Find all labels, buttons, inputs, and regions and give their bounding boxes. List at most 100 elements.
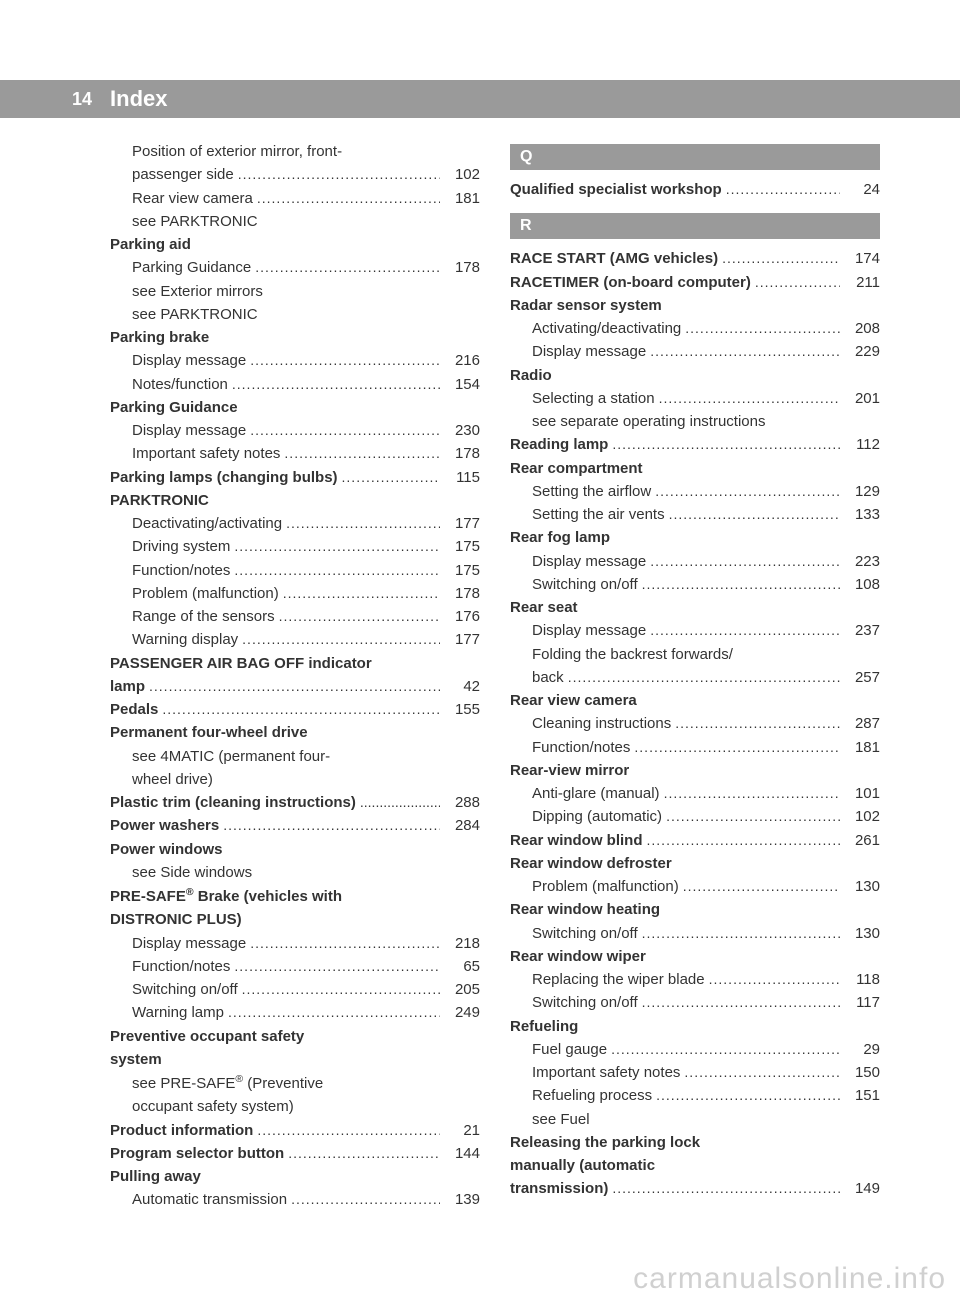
index-entry: Setting the airflow129	[510, 480, 880, 503]
entry-label: Notes/function	[132, 373, 228, 396]
index-entry: passenger side102	[110, 163, 480, 186]
entry-label: transmission)	[510, 1177, 608, 1200]
entry-page: 29	[840, 1038, 880, 1061]
index-entry: Refueling	[510, 1015, 880, 1038]
leader-dots	[608, 1177, 840, 1200]
entry-label: Function/notes	[532, 736, 630, 759]
entry-label: Display message	[132, 932, 246, 955]
entry-label: Power windows	[110, 838, 223, 861]
spacer	[201, 1165, 480, 1188]
entry-label: Folding the backrest forwards/	[532, 643, 733, 666]
index-column-left: Position of exterior mirror, front-passe…	[110, 140, 480, 1212]
entry-label: back	[532, 666, 564, 689]
entry-page: 208	[840, 317, 880, 340]
spacer	[258, 303, 480, 326]
index-entry: Position of exterior mirror, front-	[110, 140, 480, 163]
index-entry: see Side windows	[110, 861, 480, 884]
spacer	[629, 759, 880, 782]
index-entry: system	[110, 1048, 480, 1071]
entry-page: 178	[440, 582, 480, 605]
entry-label: Important safety notes	[532, 1061, 680, 1084]
leader-dots	[279, 582, 440, 605]
entry-label: see Exterior mirrors	[132, 280, 263, 303]
entry-page: 144	[440, 1142, 480, 1165]
index-entry: Setting the air vents133	[510, 503, 880, 526]
entry-label: Activating/deactivating	[532, 317, 681, 340]
index-entry: Anti-glare (manual)101	[510, 782, 880, 805]
leader-dots	[224, 1001, 440, 1024]
index-column-right: QQualified specialist workshop24RRACE ST…	[510, 140, 880, 1212]
spacer	[637, 689, 880, 712]
leader-dots	[246, 932, 440, 955]
entry-label: Product information	[110, 1119, 253, 1142]
entry-label: see PRE-SAFE® (Preventive	[132, 1071, 323, 1095]
spacer	[643, 457, 880, 480]
leader-dots	[630, 736, 840, 759]
index-entry: Activating/deactivating 208	[510, 317, 880, 340]
entry-label: Important safety notes	[132, 442, 280, 465]
entry-page: 201	[840, 387, 880, 410]
index-entry: RACE START (AMG vehicles)174	[510, 247, 880, 270]
leader-dots	[722, 178, 840, 201]
entry-label: Selecting a station	[532, 387, 655, 410]
entry-label: Rear-view mirror	[510, 759, 629, 782]
spacer	[308, 721, 480, 744]
spacer	[578, 1015, 880, 1038]
leader-dots	[646, 340, 840, 363]
index-entry: Display message237	[510, 619, 880, 642]
entry-page: 216	[440, 349, 480, 372]
spacer	[209, 326, 480, 349]
leader-dots	[338, 466, 440, 489]
leader-dots	[282, 512, 440, 535]
entry-page: 174	[840, 247, 880, 270]
spacer	[590, 1108, 880, 1131]
section-header: R	[510, 213, 880, 239]
index-entry: Reading lamp112	[510, 433, 880, 456]
index-entry: Problem (malfunction)130	[510, 875, 880, 898]
spacer	[672, 852, 880, 875]
entry-label: Switching on/off	[532, 573, 638, 596]
entry-page: 42	[440, 675, 480, 698]
index-entry: see separate operating instructions	[510, 410, 880, 433]
entry-page: 177	[440, 512, 480, 535]
entry-label: occupant safety system)	[132, 1095, 294, 1118]
index-entry: see PARKTRONIC	[110, 210, 480, 233]
index-entry: Range of the sensors176	[110, 605, 480, 628]
entry-page: 21	[440, 1119, 480, 1142]
entry-page: 150	[840, 1061, 880, 1084]
leader-dots	[665, 503, 840, 526]
index-entry: manually (automatic	[510, 1154, 880, 1177]
entry-page: 181	[440, 187, 480, 210]
spacer	[660, 898, 880, 921]
index-entry: Rear window wiper	[510, 945, 880, 968]
index-entry: Rear fog lamp	[510, 526, 880, 549]
entry-label: Driving system	[132, 535, 230, 558]
spacer	[242, 908, 480, 931]
index-entry: Parking Guidance	[110, 396, 480, 419]
leader-dots	[253, 1119, 440, 1142]
entry-page: 223	[840, 550, 880, 573]
entry-label: Rear seat	[510, 596, 578, 619]
index-entry: PASSENGER AIR BAG OFF indicator	[110, 652, 480, 675]
entry-label: PARKTRONIC	[110, 489, 209, 512]
leader-dots	[718, 247, 840, 270]
entry-label: Switching on/off	[532, 991, 638, 1014]
index-entry: Warning lamp249	[110, 1001, 480, 1024]
entry-label: Refueling	[510, 1015, 578, 1038]
leader-dots	[680, 1061, 840, 1084]
index-entry: Pedals155	[110, 698, 480, 721]
leader-dots	[230, 535, 440, 558]
index-entry: Dipping (automatic)102	[510, 805, 880, 828]
entry-page: 288	[440, 791, 480, 814]
leader-dots	[643, 829, 840, 852]
index-entry: occupant safety system)	[110, 1095, 480, 1118]
entry-label: Parking brake	[110, 326, 209, 349]
index-entry: see Fuel	[510, 1108, 880, 1131]
index-entry: Display message223	[510, 550, 880, 573]
index-entry: Parking lamps (changing bulbs)115	[110, 466, 480, 489]
entry-label: see PARKTRONIC	[132, 303, 258, 326]
spacer	[662, 294, 880, 317]
entry-label: Parking lamps (changing bulbs)	[110, 466, 338, 489]
entry-label: Pedals	[110, 698, 158, 721]
entry-label: Switching on/off	[532, 922, 638, 945]
